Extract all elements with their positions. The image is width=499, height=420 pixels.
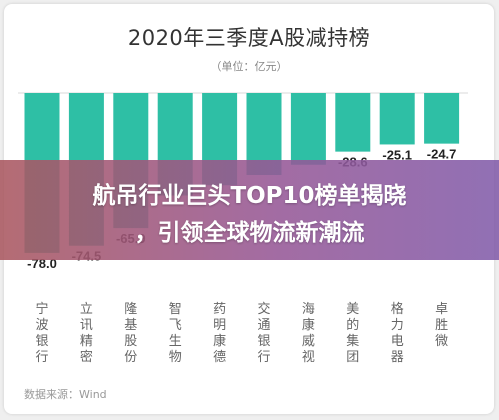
category-label-5: 药明康德 [213, 302, 226, 365]
headline-line-2: ，引领全球物流新潮流 [134, 220, 365, 246]
category-label-8: 美的集团 [346, 302, 359, 365]
category-label-4: 智飞生物 [169, 302, 182, 365]
chart-title: 2020年三季度A股减持榜 [127, 26, 371, 50]
category-label-9: 格力电器 [391, 301, 404, 365]
category-label-6: 交通银行 [257, 301, 270, 365]
data-source: 数据来源：Wind [24, 388, 107, 401]
bar-8 [335, 93, 371, 152]
headline-line-1: 航吊行业巨头TOP10榜单揭晓 [92, 183, 407, 209]
chart-unit-label: （单位：亿元） [210, 60, 288, 73]
value-label-10: -24.7 [427, 147, 457, 162]
category-label-1: 宁波银行 [35, 301, 48, 365]
category-label-2: 立讯精密 [80, 302, 93, 365]
headline-banner [0, 160, 499, 260]
category-label-3: 隆基股份 [124, 302, 137, 365]
bar-9 [379, 93, 415, 145]
category-label-7: 海康威视 [302, 302, 315, 365]
value-label-9: -25.1 [382, 147, 412, 162]
category-label-10: 卓胜微 [435, 302, 448, 349]
bar-10 [424, 93, 460, 144]
bar-7 [290, 93, 326, 165]
